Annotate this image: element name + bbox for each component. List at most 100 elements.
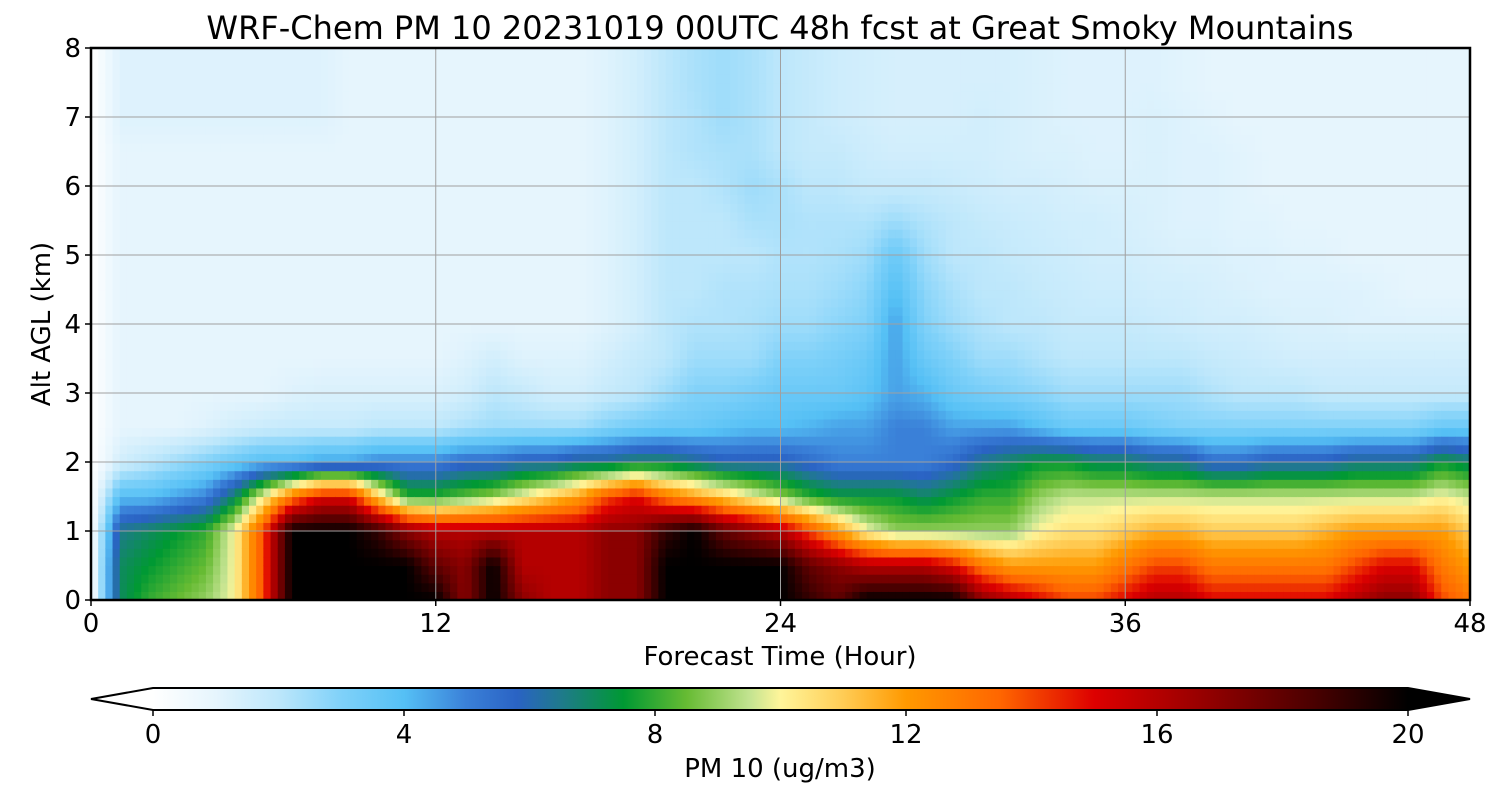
- heatmap-cell: [277, 539, 286, 549]
- heatmap-cell: [615, 375, 624, 385]
- heatmap-cell: [464, 384, 473, 394]
- heatmap-cell: [213, 272, 221, 282]
- heatmap-cell: [629, 418, 638, 429]
- heatmap-cell: [543, 565, 552, 575]
- heatmap-cell: [356, 444, 365, 454]
- heatmap-cell: [299, 177, 308, 187]
- heatmap-cell: [550, 436, 559, 446]
- heatmap-cell: [328, 263, 336, 273]
- heatmap-cell: [457, 203, 466, 213]
- heatmap-cell: [241, 168, 250, 178]
- heatmap-cell: [521, 505, 530, 515]
- heatmap-cell: [478, 349, 487, 360]
- heatmap-cell: [644, 220, 652, 230]
- heatmap-cell: [213, 384, 221, 394]
- heatmap-cell: [213, 375, 221, 385]
- heatmap-cell: [507, 168, 516, 178]
- heatmap-cell: [514, 487, 523, 498]
- heatmap-cell: [356, 298, 365, 308]
- heatmap-cell: [500, 470, 509, 480]
- heatmap-cell: [184, 73, 193, 84]
- heatmap-cell: [356, 246, 365, 256]
- heatmap-cell: [392, 341, 401, 351]
- heatmap-cell: [263, 48, 272, 58]
- heatmap-cell: [155, 73, 164, 84]
- heatmap-cell: [349, 117, 358, 127]
- heatmap-cell: [636, 168, 645, 178]
- heatmap-cell: [335, 272, 343, 282]
- heatmap-cell: [220, 401, 229, 411]
- heatmap-cell: [263, 229, 272, 239]
- heatmap-cell: [299, 99, 308, 109]
- heatmap-cell: [486, 65, 494, 75]
- heatmap-cell: [270, 298, 279, 308]
- heatmap-cell: [586, 470, 595, 480]
- heatmap-cell: [450, 470, 458, 480]
- heatmap-cell: [112, 65, 121, 75]
- heatmap-cell: [586, 367, 595, 377]
- heatmap-cell: [543, 418, 552, 429]
- heatmap-cell: [435, 237, 444, 247]
- heatmap-cell: [514, 574, 523, 584]
- heatmap-cell: [586, 65, 595, 75]
- heatmap-cell: [622, 556, 631, 567]
- heatmap-cell: [342, 151, 351, 161]
- heatmap-cell: [471, 505, 480, 515]
- heatmap-cell: [450, 479, 458, 489]
- heatmap-cell: [356, 125, 365, 135]
- heatmap-cell: [600, 444, 609, 454]
- heatmap-cell: [493, 349, 501, 360]
- heatmap-cell: [572, 470, 580, 480]
- heatmap-cell: [593, 556, 602, 567]
- heatmap-cell: [191, 358, 200, 368]
- heatmap-cell: [91, 73, 99, 84]
- heatmap-cell: [457, 142, 466, 153]
- heatmap-cell: [586, 211, 595, 222]
- heatmap-cell: [392, 574, 401, 584]
- heatmap-cell: [435, 574, 444, 584]
- heatmap-cell: [141, 117, 150, 127]
- heatmap-cell: [227, 548, 236, 558]
- heatmap-cell: [543, 401, 552, 411]
- heatmap-cell: [407, 272, 415, 282]
- heatmap-cell: [234, 289, 243, 299]
- heatmap-cell: [428, 298, 437, 308]
- heatmap-cell: [600, 117, 609, 127]
- heatmap-cell: [277, 229, 286, 239]
- heatmap-cell: [615, 462, 624, 472]
- heatmap-cell: [600, 211, 609, 222]
- heatmap-cell: [586, 117, 595, 127]
- heatmap-cell: [543, 160, 552, 170]
- heatmap-cell: [500, 298, 509, 308]
- heatmap-cell: [227, 410, 236, 420]
- heatmap-cell: [263, 108, 272, 118]
- heatmap-cell: [213, 332, 221, 342]
- heatmap-cell: [593, 298, 602, 308]
- heatmap-cell: [493, 272, 501, 282]
- heatmap-cell: [220, 487, 229, 498]
- heatmap-cell: [644, 177, 652, 187]
- heatmap-cell: [471, 211, 480, 222]
- heatmap-cell: [536, 168, 545, 178]
- heatmap-cell: [335, 591, 343, 600]
- heatmap-cell: [514, 99, 523, 109]
- heatmap-cell: [170, 565, 178, 575]
- heatmap-cell: [234, 315, 243, 325]
- heatmap-cell: [407, 280, 415, 291]
- heatmap-cell: [493, 177, 501, 187]
- heatmap-cell: [263, 582, 272, 592]
- heatmap-cell: [198, 539, 207, 549]
- heatmap-cell: [363, 48, 372, 58]
- heatmap-cell: [141, 229, 150, 239]
- heatmap-cell: [155, 211, 164, 222]
- heatmap-cell: [615, 505, 624, 515]
- heatmap-cell: [112, 444, 121, 454]
- heatmap-cell: [155, 151, 164, 161]
- heatmap-cell: [507, 48, 516, 58]
- heatmap-cell: [363, 436, 372, 446]
- heatmap-cell: [349, 505, 358, 515]
- heatmap-cell: [256, 108, 264, 118]
- heatmap-cell: [464, 513, 473, 523]
- heatmap-cell: [299, 574, 308, 584]
- heatmap-cell: [198, 289, 207, 299]
